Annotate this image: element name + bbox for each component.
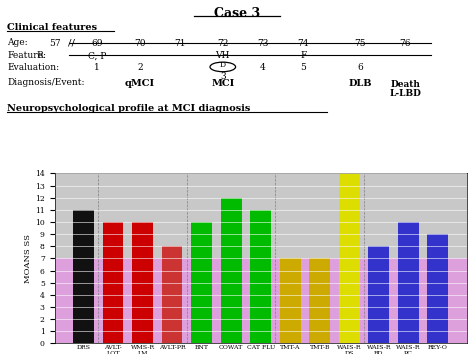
Text: R: R (37, 51, 44, 60)
Text: 75: 75 (355, 39, 366, 48)
Text: L-LBD: L-LBD (389, 89, 421, 98)
Text: MCI: MCI (211, 79, 235, 88)
Text: VH: VH (216, 51, 230, 60)
Bar (250, 210, 271, 343)
Bar (428, 234, 448, 343)
Text: 2: 2 (137, 63, 143, 72)
Text: 73: 73 (257, 39, 269, 48)
Text: F: F (300, 51, 307, 60)
Text: Evaluation:: Evaluation: (7, 63, 59, 72)
Text: 6: 6 (357, 63, 363, 72)
Text: Feature:: Feature: (7, 51, 46, 60)
Text: D: D (220, 61, 226, 69)
Text: C, P: C, P (88, 51, 106, 60)
Bar (162, 246, 182, 343)
Bar (280, 258, 301, 343)
Text: Case 3: Case 3 (214, 7, 260, 20)
Text: 76: 76 (400, 39, 411, 48)
Text: qMCI: qMCI (125, 79, 155, 88)
Text: Age:: Age: (7, 38, 28, 47)
Text: 74: 74 (298, 39, 309, 48)
Text: Clinical features: Clinical features (7, 23, 97, 32)
Bar (55, 258, 467, 343)
Text: 3: 3 (220, 72, 226, 81)
Text: Diagnosis/Event:: Diagnosis/Event: (7, 78, 85, 87)
Bar (191, 222, 212, 343)
Text: Neuropsychological profile at MCI diagnosis: Neuropsychological profile at MCI diagno… (7, 104, 250, 113)
Text: 72: 72 (217, 39, 228, 48)
Bar (368, 246, 389, 343)
Text: 70: 70 (134, 39, 146, 48)
Text: 71: 71 (174, 39, 186, 48)
Text: //: // (68, 38, 74, 47)
Bar (132, 222, 153, 343)
Text: DLB: DLB (348, 79, 372, 88)
Bar (310, 258, 330, 343)
Y-axis label: MOANS SS: MOANS SS (24, 234, 32, 283)
Text: 1: 1 (94, 63, 100, 72)
Bar (339, 173, 360, 343)
Text: 5: 5 (301, 63, 306, 72)
Bar (73, 210, 94, 343)
Bar (103, 222, 123, 343)
Text: 57: 57 (49, 39, 60, 48)
Text: 69: 69 (91, 39, 103, 48)
Bar (398, 222, 419, 343)
Bar (221, 198, 242, 343)
Text: 4: 4 (260, 63, 266, 72)
Text: Death: Death (390, 80, 420, 88)
